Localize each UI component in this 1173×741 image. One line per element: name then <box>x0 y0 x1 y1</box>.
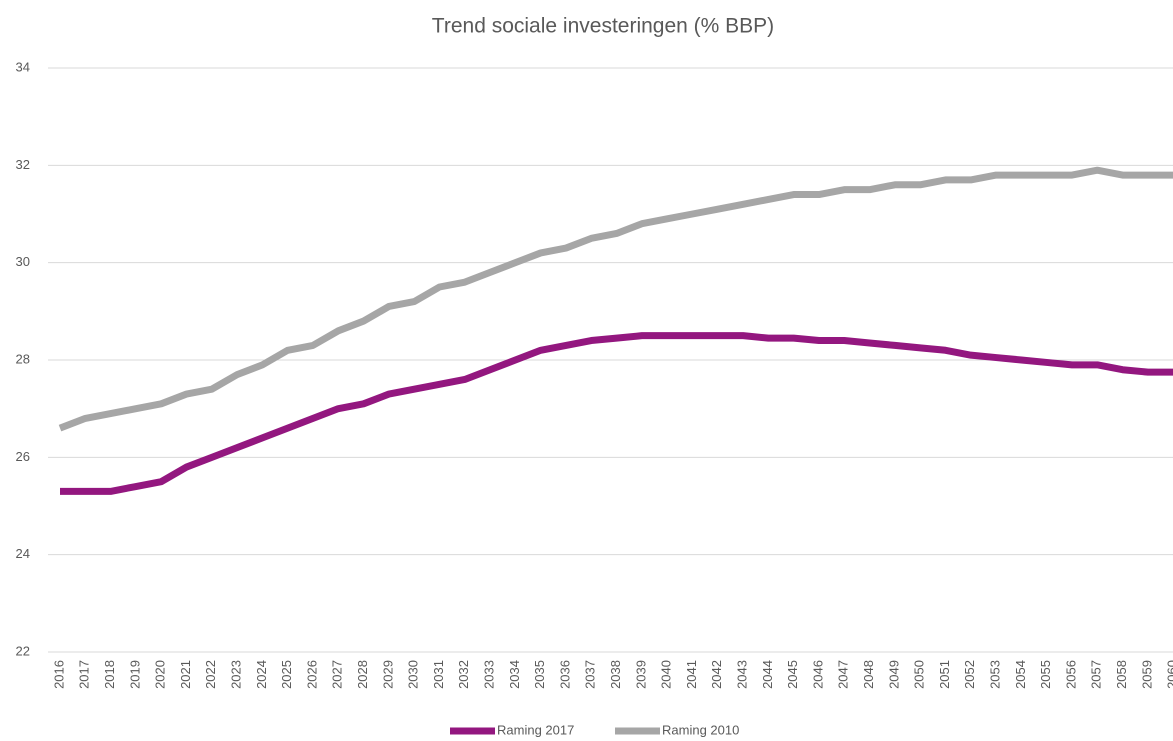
x-tick-label: 2035 <box>532 660 547 689</box>
x-tick-label: 2054 <box>1013 660 1028 689</box>
x-tick-label: 2033 <box>482 660 497 689</box>
x-tick-label: 2018 <box>102 660 117 689</box>
x-tick-label: 2053 <box>988 660 1003 689</box>
x-tick-label: 2047 <box>836 660 851 689</box>
x-tick-label: 2056 <box>1063 660 1078 689</box>
legend-label: Raming 2010 <box>662 722 739 737</box>
x-tick-label: 2038 <box>608 660 623 689</box>
x-tick-label: 2052 <box>962 660 977 689</box>
x-tick-label: 2034 <box>507 660 522 689</box>
x-tick-label: 2042 <box>709 660 724 689</box>
chart-title: Trend sociale investeringen (% BBP) <box>432 15 774 38</box>
x-tick-label: 2044 <box>760 660 775 689</box>
x-tick-label: 2029 <box>380 660 395 689</box>
x-tick-label: 2023 <box>229 660 244 689</box>
x-tick-label: 2031 <box>431 660 446 689</box>
x-tick-label: 2040 <box>659 660 674 689</box>
x-tick-label: 2048 <box>861 660 876 689</box>
x-tick-label: 2022 <box>203 660 218 689</box>
x-tick-label: 2020 <box>153 660 168 689</box>
y-tick-label: 24 <box>16 546 30 561</box>
x-tick-label: 2045 <box>785 660 800 689</box>
x-tick-label: 2057 <box>1089 660 1104 689</box>
y-tick-label: 30 <box>16 254 30 269</box>
x-tick-label: 2051 <box>937 660 952 689</box>
y-tick-label: 32 <box>16 157 30 172</box>
x-tick-label: 2028 <box>355 660 370 689</box>
x-tick-label: 2049 <box>886 660 901 689</box>
x-tick-label: 2024 <box>254 660 269 689</box>
x-tick-label: 2050 <box>912 660 927 689</box>
y-tick-label: 34 <box>16 59 30 74</box>
x-tick-label: 2021 <box>178 660 193 689</box>
x-tick-label: 2030 <box>406 660 421 689</box>
x-tick-label: 2036 <box>557 660 572 689</box>
x-tick-label: 2059 <box>1139 660 1154 689</box>
legend-label: Raming 2017 <box>497 722 574 737</box>
x-tick-label: 2055 <box>1038 660 1053 689</box>
x-tick-label: 2027 <box>330 660 345 689</box>
y-tick-label: 28 <box>16 351 30 366</box>
x-tick-label: 2039 <box>633 660 648 689</box>
x-tick-label: 2016 <box>51 660 66 689</box>
x-tick-label: 2060 <box>1165 660 1173 689</box>
x-tick-label: 2032 <box>456 660 471 689</box>
x-tick-label: 2041 <box>684 660 699 689</box>
y-tick-label: 22 <box>16 643 30 658</box>
x-tick-label: 2043 <box>735 660 750 689</box>
x-tick-label: 2017 <box>77 660 92 689</box>
x-tick-label: 2058 <box>1114 660 1129 689</box>
x-tick-label: 2037 <box>583 660 598 689</box>
x-tick-label: 2025 <box>279 660 294 689</box>
x-tick-label: 2026 <box>304 660 319 689</box>
x-tick-label: 2046 <box>810 660 825 689</box>
series-line <box>60 332 1173 495</box>
x-tick-label: 2019 <box>127 660 142 689</box>
y-tick-label: 26 <box>16 449 30 464</box>
series-line <box>58 166 1173 432</box>
